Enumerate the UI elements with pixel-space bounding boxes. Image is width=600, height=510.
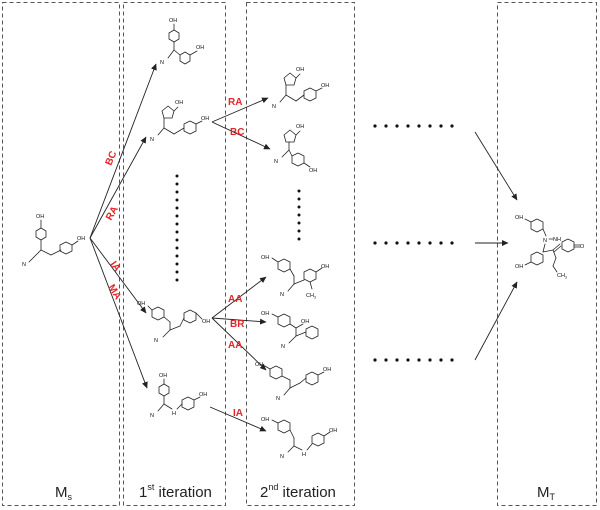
first-iteration-molecule-4: OH N H OH: [150, 373, 207, 419]
svg-text:OH: OH: [201, 116, 209, 122]
continuation-ellipsis-top: [373, 124, 454, 128]
second-iteration-molecule-2: OH N OH: [274, 124, 317, 174]
reaction-label-aa-3: AA: [228, 340, 242, 351]
svg-text:OH: OH: [296, 67, 304, 73]
svg-text:N: N: [150, 413, 154, 419]
second-iteration-molecule-4: OH N OH: [261, 311, 319, 350]
second-iteration-molecule-6: OH N H OH: [261, 417, 337, 460]
svg-text:OH: OH: [159, 373, 167, 379]
svg-text:H: H: [302, 452, 306, 458]
arrow-m3-to-n3: [211, 276, 267, 319]
svg-text:O: O: [580, 244, 585, 250]
svg-text:OH: OH: [261, 311, 269, 317]
target-molecule: OH N NH OH O CH3: [515, 215, 585, 280]
svg-text:H: H: [172, 411, 176, 417]
arrow-source-to-m3: [89, 237, 147, 314]
reaction-label-ra-2: RA: [228, 97, 242, 108]
reaction-label-aa-2: AA: [228, 294, 242, 305]
continuation-ellipsis-bottom: [373, 358, 454, 362]
reaction-label-ia-1: IA: [108, 259, 123, 274]
svg-text:OH: OH: [255, 362, 263, 368]
source-label: Ms: [55, 484, 73, 502]
second-iteration-molecule-1: OH N OH: [272, 67, 329, 110]
second-iteration-molecule-3: OH N OH CH3: [261, 255, 329, 300]
panel-source: [2, 2, 120, 506]
arrow-source-to-m1: [89, 63, 157, 239]
arrow-m4-to-n6: [209, 406, 267, 432]
arrow-to-target-bottom: [474, 281, 518, 361]
second-iteration-ellipsis: [297, 189, 301, 241]
first-iteration-molecule-2: OH N OH: [150, 100, 209, 143]
arrow-m2-to-n1: [211, 97, 269, 123]
arrow-m2-to-n2: [211, 121, 271, 150]
second-iteration-molecule-5: OH N OH: [255, 362, 331, 402]
svg-text:N: N: [150, 137, 154, 143]
panel-second-iteration: [246, 2, 355, 506]
svg-text:N: N: [154, 338, 158, 344]
svg-text:N: N: [543, 238, 547, 244]
svg-text:OH: OH: [77, 236, 85, 242]
first-iteration-molecule-1: OH N OH: [160, 18, 204, 66]
svg-text:OH: OH: [137, 301, 145, 307]
svg-text:OH: OH: [515, 264, 523, 270]
target-label: MT: [537, 484, 556, 502]
svg-text:OH: OH: [36, 214, 44, 220]
svg-text:OH: OH: [515, 215, 523, 221]
svg-text:OH: OH: [169, 18, 177, 24]
source-molecule: OH N OH: [22, 214, 85, 268]
panel-target: [497, 2, 597, 506]
svg-text:N: N: [160, 60, 164, 66]
svg-text:OH: OH: [323, 367, 331, 373]
svg-text:OH: OH: [321, 264, 329, 270]
reaction-label-ia-2: IA: [233, 408, 243, 419]
panel-first-iteration: [123, 2, 226, 506]
arrow-source-to-m4: [89, 237, 148, 389]
svg-text:OH: OH: [202, 319, 210, 325]
svg-text:OH: OH: [329, 428, 337, 434]
svg-text:OH: OH: [261, 417, 269, 423]
svg-text:N: N: [281, 344, 285, 350]
arrow-m3-to-n4: [211, 317, 267, 325]
target-methyl: CH3: [557, 273, 567, 280]
svg-text:OH: OH: [261, 255, 269, 261]
svg-text:OH: OH: [175, 100, 183, 106]
svg-text:N: N: [280, 454, 284, 460]
svg-text:NH: NH: [553, 237, 561, 243]
continuation-ellipsis-middle: [373, 241, 454, 245]
svg-text:N: N: [22, 262, 26, 268]
first-iteration-molecule-3: OH N OH: [137, 301, 210, 344]
svg-text:N: N: [272, 104, 276, 110]
reaction-label-br-2: BR: [230, 319, 245, 330]
svg-text:OH: OH: [199, 392, 207, 398]
arrow-source-to-m2: [89, 136, 147, 239]
svg-text:N: N: [280, 292, 284, 298]
first-iteration-ellipsis: [175, 174, 179, 282]
svg-text:N: N: [276, 396, 280, 402]
svg-text:OH: OH: [296, 124, 304, 130]
reaction-label-bc-1: BC: [104, 150, 120, 168]
svg-text:OH: OH: [309, 168, 317, 174]
arrow-m3-to-n5: [211, 317, 267, 371]
methyl-group: CH3: [306, 293, 316, 300]
arrow-to-target-top: [474, 131, 518, 201]
svg-text:OH: OH: [196, 45, 204, 51]
svg-text:OH: OH: [321, 83, 329, 89]
svg-text:N: N: [274, 159, 278, 165]
second-iteration-label: 2nd iteration: [260, 482, 336, 501]
reaction-label-bc-2: BC: [230, 127, 244, 138]
svg-text:OH: OH: [301, 319, 309, 325]
first-iteration-label: 1st iteration: [139, 482, 212, 501]
